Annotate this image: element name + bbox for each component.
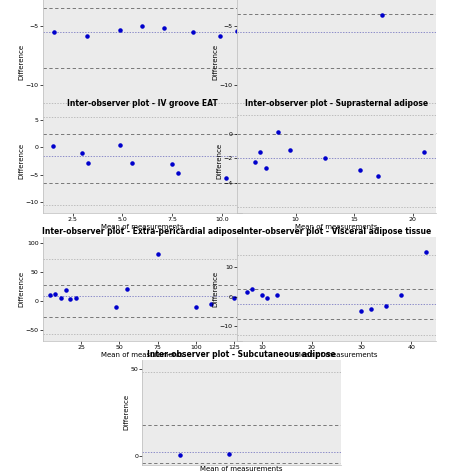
Point [123,285,131,293]
Point [226,451,233,458]
X-axis label: Mean of measurements: Mean of measurements [295,352,378,358]
Point [138,22,146,30]
Point [128,159,136,166]
X-axis label: Mean of measurements: Mean of measurements [101,143,183,149]
Point [51,290,59,298]
Point [168,160,176,168]
Title: Inter-observer plot - Suprasternal adipose: Inter-observer plot - Suprasternal adipo… [245,99,428,108]
Point [192,303,200,310]
X-axis label: Mean of measurements: Mean of measurements [101,224,183,230]
Point [258,292,265,299]
Y-axis label: Difference: Difference [212,271,219,307]
X-axis label: Mean of measurements: Mean of measurements [295,143,378,149]
X-axis label: Mean of measurements: Mean of measurements [101,352,183,358]
Point [46,291,54,299]
Point [251,158,258,165]
Point [112,303,120,310]
Point [357,308,365,315]
Point [49,142,56,150]
Point [263,164,270,172]
Point [66,295,74,303]
Point [368,305,375,312]
Point [243,288,251,296]
Point [116,26,124,34]
Point [273,292,281,299]
Point [176,452,183,459]
Point [263,294,271,302]
X-axis label: Mean of measurements: Mean of measurements [201,466,283,472]
Point [222,174,229,182]
Point [189,28,197,36]
Point [374,173,381,180]
Point [83,32,91,39]
Point [154,251,161,258]
Point [57,294,65,301]
Point [420,148,428,156]
Point [274,128,282,136]
Point [117,141,124,149]
Title: Inter-observer plot - Subcutaneous adipose: Inter-observer plot - Subcutaneous adipo… [147,350,336,359]
Y-axis label: Difference: Difference [216,143,222,179]
Point [161,25,168,32]
Point [321,155,328,162]
Y-axis label: Difference: Difference [18,44,24,80]
Y-axis label: Difference: Difference [123,394,129,430]
Title: Inter-observer plot - Visceral adipose tissue: Inter-observer plot - Visceral adipose t… [241,227,432,236]
Point [397,292,405,299]
Point [286,146,293,153]
Point [73,294,80,301]
Point [85,159,92,166]
Point [234,27,241,35]
Point [378,11,385,19]
Point [230,294,238,301]
Point [207,300,215,308]
Point [383,302,390,310]
Point [256,148,264,156]
Y-axis label: Difference: Difference [18,271,24,307]
X-axis label: Mean of measurements: Mean of measurements [295,224,378,230]
Point [356,166,364,174]
Title: Inter-observer plot - Extra-pericardial adipose: Inter-observer plot - Extra-pericardial … [42,227,242,236]
Point [174,169,182,177]
Point [248,285,256,293]
Y-axis label: Difference: Difference [212,44,219,80]
Point [79,149,86,157]
Y-axis label: Difference: Difference [18,143,24,179]
Point [422,248,430,255]
Point [216,32,223,39]
Point [62,286,69,294]
Title: Inter-observer plot - IV groove EAT: Inter-observer plot - IV groove EAT [67,99,218,108]
Point [50,28,57,36]
